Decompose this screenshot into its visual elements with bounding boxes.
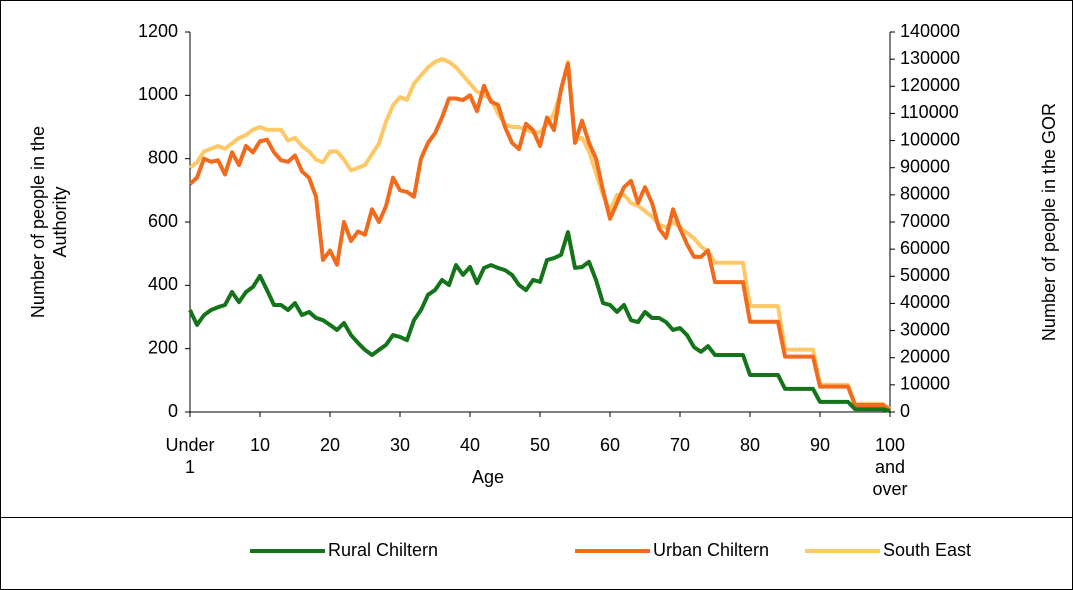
series-line bbox=[188, 57, 892, 411]
y2-tick-label: 70000 bbox=[900, 211, 950, 231]
x-tick-label: 20 bbox=[320, 435, 340, 455]
series-line bbox=[188, 61, 892, 413]
y2-tick-label: 20000 bbox=[900, 346, 950, 366]
x-tick-label: 70 bbox=[670, 435, 690, 455]
y2-tick-label: 140000 bbox=[900, 21, 960, 41]
y2-tick-label: 110000 bbox=[900, 102, 959, 122]
y-tick-label: 400 bbox=[148, 274, 178, 294]
y-tick-label: 1200 bbox=[138, 21, 178, 41]
y2-tick-label: 40000 bbox=[900, 292, 950, 312]
y2-tick-label: 100000 bbox=[900, 129, 960, 149]
y2-tick-label: 80000 bbox=[900, 184, 950, 204]
x-axis-label: Age bbox=[472, 467, 504, 487]
y-axis-label: Number of people in the Authority bbox=[28, 126, 70, 318]
y2-tick-label: 10000 bbox=[900, 374, 950, 394]
x-tick-label: 10 bbox=[250, 435, 270, 455]
x-tick-label: 60 bbox=[600, 435, 620, 455]
legend-label: South East bbox=[883, 540, 971, 560]
y-tick-label: 800 bbox=[148, 147, 178, 167]
x-tick-label: Under 1 bbox=[165, 435, 214, 477]
x-tick-label: 50 bbox=[530, 435, 550, 455]
y2-tick-label: 0 bbox=[900, 401, 910, 421]
legend-label: Rural Chiltern bbox=[328, 540, 438, 560]
y2-tick-label: 50000 bbox=[900, 265, 950, 285]
y-tick-label: 600 bbox=[148, 211, 178, 231]
y2-tick-label: 60000 bbox=[900, 238, 950, 258]
y-tick-label: 200 bbox=[148, 337, 178, 357]
y2-tick-label: 90000 bbox=[900, 156, 950, 176]
x-tick-label: 80 bbox=[740, 435, 760, 455]
y-tick-label: 0 bbox=[168, 401, 178, 421]
x-tick-label: 100 and over bbox=[872, 435, 907, 499]
y2-tick-label: 120000 bbox=[900, 75, 960, 95]
y2-axis-label: Number of people in the GOR bbox=[1039, 103, 1059, 341]
y2-tick-label: 30000 bbox=[900, 319, 950, 339]
y2-tick-label: 130000 bbox=[900, 48, 960, 68]
x-tick-label: 90 bbox=[810, 435, 830, 455]
y-tick-label: 1000 bbox=[138, 84, 178, 104]
x-tick-label: 40 bbox=[460, 435, 480, 455]
legend-label: Urban Chiltern bbox=[653, 540, 769, 560]
series-line bbox=[188, 230, 891, 413]
x-tick-label: 30 bbox=[390, 435, 410, 455]
